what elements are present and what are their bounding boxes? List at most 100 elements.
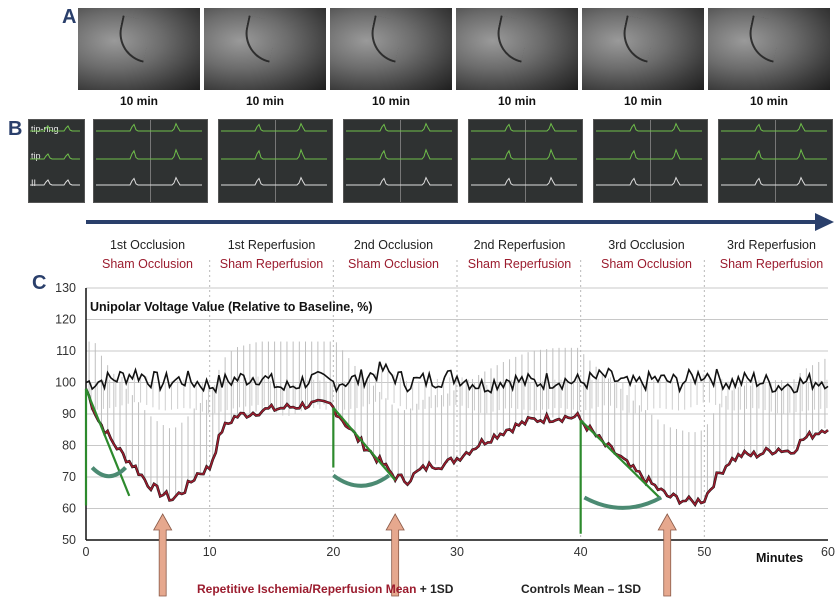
y-tick-label: 80 — [62, 439, 76, 453]
angiogram-image — [204, 8, 326, 90]
angiogram-image — [330, 8, 452, 90]
angiogram-labels: 10 min 10 min 10 min 10 min 10 min 10 mi… — [78, 94, 834, 108]
ecg-trace — [221, 176, 327, 186]
ischemia-mean-line — [85, 388, 829, 507]
x-tick-label: 20 — [326, 545, 340, 559]
ecg-row: tip-ring tip II — [0, 119, 837, 203]
angiogram-label: 10 min — [623, 94, 662, 108]
ecg-trace — [471, 176, 577, 186]
phase-label: 3rd Reperfusion Sham Reperfusion — [710, 236, 833, 274]
angiogram-label: 10 min — [245, 94, 284, 108]
ecg-trace — [471, 148, 577, 160]
panel-label-b: B — [8, 118, 23, 140]
controls-mean-line — [85, 361, 829, 395]
y-tick-label: 70 — [62, 470, 76, 484]
x-tick-label: 10 — [203, 545, 217, 559]
angiogram-row — [78, 8, 834, 90]
phase-sham-name: Sham Reperfusion — [719, 257, 824, 271]
ecg-trace — [96, 148, 202, 160]
phase-name: 1st Occlusion — [109, 238, 186, 252]
ecg-trace — [30, 153, 80, 160]
phase-name: 2nd Reperfusion — [473, 238, 566, 252]
event-arrow — [385, 513, 405, 597]
ecg-trace — [596, 176, 702, 186]
phase-name: 3rd Reperfusion — [727, 238, 816, 252]
ecg-trace — [721, 148, 827, 160]
phase-sham-name: Sham Reperfusion — [219, 257, 324, 271]
recovery-arc — [583, 495, 663, 510]
phase-name: 3rd Occlusion — [608, 238, 685, 252]
ecg-trace — [346, 148, 452, 160]
ecg-trace — [471, 122, 577, 132]
fit-line — [579, 419, 662, 500]
ecg-strip — [593, 119, 708, 203]
ecg-trace — [96, 176, 202, 186]
ecg-trace — [30, 125, 80, 132]
x-tick-label: 60 — [821, 545, 835, 559]
ecg-baseline-strip: tip-ring tip II — [28, 119, 85, 203]
angiogram-image — [582, 8, 704, 90]
phase-name: 2nd Occlusion — [353, 238, 434, 252]
legend-ischemia-sd: + 1SD — [416, 582, 454, 596]
panel-label-c: C — [32, 272, 47, 294]
panel-label-a: A — [62, 6, 77, 28]
ecg-trace — [221, 122, 327, 132]
angiogram-label: 10 min — [749, 94, 788, 108]
ecg-lead-label: II — [31, 178, 37, 188]
legend-ischemia-label: Repetitive Ischemia/Reperfusion Mean — [197, 582, 417, 596]
angiogram-label: 10 min — [119, 94, 158, 108]
y-tick-label: 120 — [55, 313, 76, 327]
x-tick-label: 50 — [697, 545, 711, 559]
event-arrow — [657, 513, 677, 597]
ecg-trace — [346, 122, 452, 132]
ecg-strip — [343, 119, 458, 203]
recovery-arc — [90, 466, 128, 479]
fit-line — [332, 406, 397, 481]
phase-label: 2nd Reperfusion Sham Reperfusion — [458, 236, 581, 274]
y-tick-label: 90 — [62, 407, 76, 421]
ecg-strip — [218, 119, 333, 203]
ecg-trace — [721, 122, 827, 132]
phase-label: 2nd Occlusion Sham Occlusion — [332, 236, 455, 274]
voltage-chart: 50 60 70 80 90 100 110 120 130 0 10 20 30 40 50 60 Unipo… — [55, 260, 835, 597]
angiogram-label: 10 min — [497, 94, 536, 108]
ecg-trace — [30, 179, 80, 186]
ecg-strip — [93, 119, 208, 203]
ecg-trace — [721, 176, 827, 186]
phase-label: 1st Reperfusion Sham Reperfusion — [210, 236, 333, 274]
angiogram-image — [456, 8, 578, 90]
phase-sham-name: Sham Occlusion — [600, 257, 692, 271]
y-tick-label: 100 — [55, 376, 76, 390]
y-tick-label: 60 — [62, 502, 76, 516]
phase-sham-name: Sham Occlusion — [101, 257, 193, 271]
angiogram-image — [78, 8, 200, 90]
y-tick-label: 50 — [62, 533, 76, 547]
ecg-trace — [96, 122, 202, 132]
y-tick-label: 130 — [55, 281, 76, 295]
ecg-strip — [468, 119, 583, 203]
ecg-traces — [30, 122, 827, 186]
recovery-arc — [332, 473, 391, 488]
phase-sham-name: Sham Occlusion — [347, 257, 439, 271]
phase-sham-name: Sham Reperfusion — [467, 257, 572, 271]
x-tick-label: 0 — [83, 545, 90, 559]
legend-controls: Controls Mean – 1SD — [521, 582, 642, 596]
ecg-trace — [346, 176, 452, 186]
chart-title: Unipolar Voltage Value (Relative to Base… — [90, 300, 372, 314]
phase-label: 3rd Occlusion Sham Occlusion — [585, 236, 708, 274]
ecg-trace — [596, 148, 702, 160]
ecg-trace — [221, 148, 327, 160]
angiogram-label: 10 min — [371, 94, 410, 108]
phase-name: 1st Reperfusion — [227, 238, 316, 252]
ecg-lead-label: tip — [31, 151, 41, 161]
angiogram-image — [708, 8, 830, 90]
phase-label: 1st Occlusion Sham Occlusion — [86, 236, 209, 274]
event-arrow — [152, 513, 173, 597]
x-tick-label: 40 — [574, 545, 588, 559]
ecg-strip — [718, 119, 833, 203]
fit-line — [84, 388, 131, 497]
ecg-trace — [596, 122, 702, 132]
timeline-arrow — [86, 213, 834, 231]
x-axis-label: Minutes — [756, 551, 803, 565]
x-tick-label: 30 — [450, 545, 464, 559]
